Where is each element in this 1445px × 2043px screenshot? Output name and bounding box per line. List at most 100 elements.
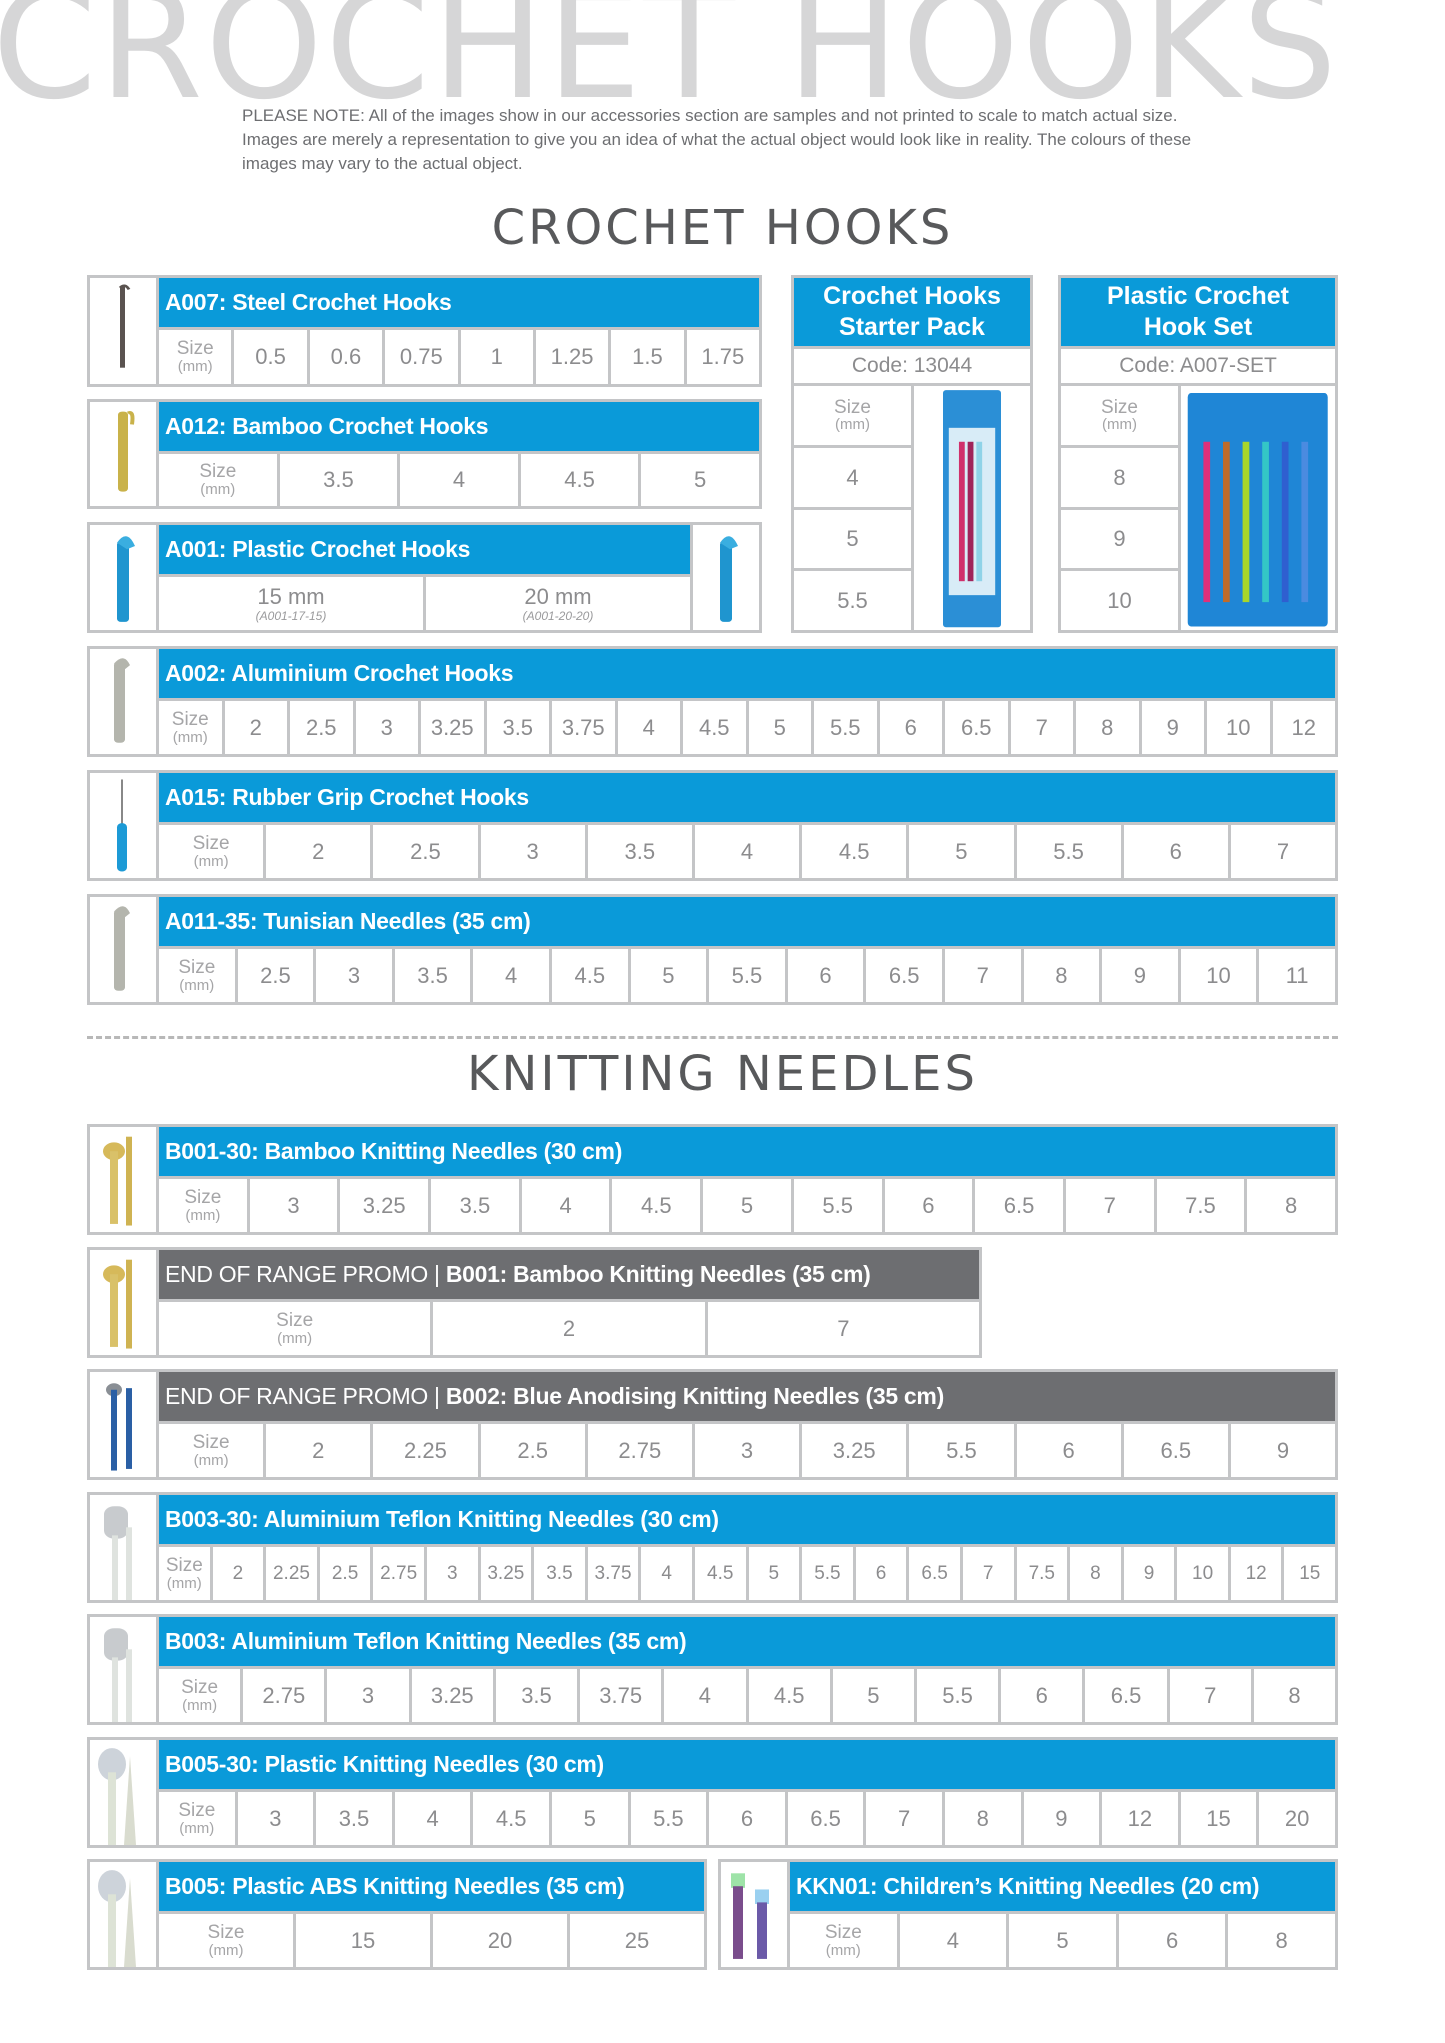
childrens-knitting-needle-icon <box>731 1873 769 1959</box>
teflon-knitting-needle-icon <box>104 1506 132 1600</box>
size-value-cell: 11 <box>1256 949 1335 1002</box>
product-panel: B003: Aluminium Teflon Knitting Needles … <box>87 1614 1338 1725</box>
product-title: A007: Steel Crochet Hooks <box>165 288 452 315</box>
product-header: B001-30: Bamboo Knitting Needles (30 cm) <box>159 1127 1335 1179</box>
size-value-cell: 8 <box>1250 1669 1335 1722</box>
size-value-cell: 6 <box>1013 1424 1121 1477</box>
panel-content: END OF RANGE PROMO | B002: Blue Anodisin… <box>159 1372 1335 1477</box>
unit-label: (mm) <box>185 1206 221 1224</box>
size-label: Size <box>184 1186 222 1208</box>
panel-content: END OF RANGE PROMO | B001: Bamboo Knitti… <box>159 1250 979 1355</box>
product-header: A011-35: Tunisian Needles (35 cm) <box>159 897 1335 949</box>
product-panel: A012: Bamboo Crochet Hooks Size (mm) 3.5 4 4.… <box>87 399 762 509</box>
size-value-cell: 4.5 <box>470 1792 549 1845</box>
size-row: Size (mm) 3.5 4 4.5 5 <box>159 454 759 506</box>
size-value-cell: 0.6 <box>306 330 382 384</box>
size-label-cell: Size (mm) <box>159 1302 430 1355</box>
size-value-cell: 3 <box>691 1424 799 1477</box>
plastic-knitting-needle-icon <box>98 1870 136 1967</box>
promo-label: END OF RANGE PROMO | <box>165 1382 446 1409</box>
product-header-text: KKN01: Children’s Knitting Needles (20 c… <box>796 1873 1260 1899</box>
size-row: Size (mm) 3 3.25 3.5 4 4.5 5 5.5 6 6.5 7 7.5 8 <box>159 1179 1335 1232</box>
unit-label: (mm) <box>172 728 208 746</box>
product-panel: A007: Steel Crochet Hooks Size (mm) 0.5 0.6 0… <box>87 275 762 387</box>
size-value-cell: 4.5 <box>691 1547 746 1600</box>
size-label: Size <box>178 956 216 978</box>
size-value-cell: 3 <box>477 825 585 878</box>
plastic-crochet-hook-icon <box>720 536 738 622</box>
size-label: Size <box>171 708 209 730</box>
size-value-cell: 7 <box>1227 825 1335 878</box>
size-label-cell: Size (mm) <box>159 701 222 754</box>
size-value-cell: 2 <box>263 825 370 878</box>
product-image <box>90 525 159 630</box>
panel-content: B003: Aluminium Teflon Knitting Needles … <box>159 1617 1335 1722</box>
unit-label: (mm) <box>177 358 213 376</box>
size-value-cell: 25 <box>567 1914 704 1967</box>
unit-label: (mm) <box>1102 416 1137 434</box>
product-title: B005: Plastic ABS Knitting Needles (35 c… <box>165 1872 625 1899</box>
rubber-grip-crochet-hook-icon <box>117 779 127 872</box>
size-value-cell: 5.5 <box>799 1547 853 1600</box>
product-title: B003-30: Aluminium Teflon Knitting Needl… <box>165 1505 719 1532</box>
size-value-cell: 5 <box>638 454 759 506</box>
size-value-cell: 2.25 <box>263 1547 317 1600</box>
tunisian-needle-icon <box>114 906 130 991</box>
size-value-cell: 6 <box>876 701 943 754</box>
product-image <box>90 897 159 1002</box>
panel-content: B005-30: Plastic Knitting Needles (30 cm… <box>159 1740 1335 1845</box>
size-value: 15 mm <box>257 583 325 609</box>
product-header: END OF RANGE PROMO | B001: Bamboo Knitti… <box>159 1250 979 1302</box>
size-value-cell: 2.75 <box>584 1424 692 1477</box>
product-header: A012: Bamboo Crochet Hooks <box>159 402 759 454</box>
size-row: Size (mm) 0.5 0.6 0.75 1 1.25 1.5 1.75 <box>159 330 759 384</box>
unit-label: (mm) <box>277 1329 313 1347</box>
product-header: A002: Aluminium Crochet Hooks <box>159 649 1335 701</box>
product-header-text: A012: Bamboo Crochet Hooks <box>165 413 489 439</box>
product-image <box>721 1862 790 1967</box>
size-label-cell: Size (mm) <box>1061 386 1178 445</box>
size-column: Size (mm) 8 9 10 <box>1061 386 1181 630</box>
size-value-cell: 9 <box>1120 1547 1175 1600</box>
size-value-cell: 3 <box>324 1669 408 1722</box>
size-value-cell: 4 <box>661 1669 745 1722</box>
size-value-cell: 6 <box>784 949 864 1002</box>
pack-body: Size (mm) 8 9 10 <box>1061 386 1335 630</box>
size-value-cell: 2.5 <box>477 1424 585 1477</box>
size-value-cell: 3.25 <box>408 1669 493 1722</box>
product-header-text: A011-35: Tunisian Needles (35 cm) <box>165 908 531 934</box>
panel-content: A002: Aluminium Crochet Hooks Size (mm) 2 2.… <box>159 649 1335 754</box>
size-label-cell: Size (mm) <box>159 1792 235 1845</box>
product-title: A015: Rubber Grip Crochet Hooks <box>165 783 529 810</box>
size-label: Size <box>181 1676 219 1698</box>
product-header-text: A001: Plastic Crochet Hooks <box>165 536 470 562</box>
size-value-cell: 6 <box>998 1669 1082 1722</box>
size-row: 15 mm (A001-17-15) 20 mm (A001-20-20) <box>159 577 690 630</box>
size-value-cell: 3.25 <box>477 1547 532 1600</box>
size-label: Size <box>176 338 214 360</box>
size-value-cell: 3.5 <box>483 701 550 754</box>
size-value-cell: 8 <box>1073 701 1139 754</box>
watermark: CROCHET HOOKS <box>0 0 1340 133</box>
panel-content: B003-30: Aluminium Teflon Knitting Needl… <box>159 1495 1335 1600</box>
product-title: B005-30: Plastic Knitting Needles (30 cm… <box>165 1750 604 1777</box>
size-value-cell: 7 <box>863 1792 942 1845</box>
product-header-text: B005-30: Plastic Knitting Needles (30 cm… <box>165 1750 604 1777</box>
size-row: Size (mm) 2 2.25 2.5 2.75 3 3.25 3.5 3.75 4 4.5 5 5.5… <box>159 1547 1335 1600</box>
size-value-cell: 5.5 <box>794 568 911 630</box>
size-value-cell: 9 <box>1138 701 1205 754</box>
size-value-cell: 8 <box>1244 1179 1335 1232</box>
product-panel: B005: Plastic ABS Knitting Needles (35 c… <box>87 1859 707 1970</box>
size-value-cell: 3.25 <box>418 701 484 754</box>
panel-content: A015: Rubber Grip Crochet Hooks Size (mm) 2… <box>159 773 1335 878</box>
size-label: Size <box>192 832 230 854</box>
size-label-cell: Size (mm) <box>159 1179 247 1232</box>
pack-code: Code: A007-SET <box>1061 349 1335 386</box>
size-value-cell: 2.25 <box>370 1424 477 1477</box>
size-value-cell: 9 <box>1061 506 1178 569</box>
unit-label: (mm) <box>179 1819 215 1837</box>
size-value-cell: 5.5 <box>1013 825 1121 878</box>
size-value-cell: 3.5 <box>428 1179 519 1232</box>
product-image <box>90 1250 159 1355</box>
size-value-cell: 7 <box>704 1302 979 1355</box>
